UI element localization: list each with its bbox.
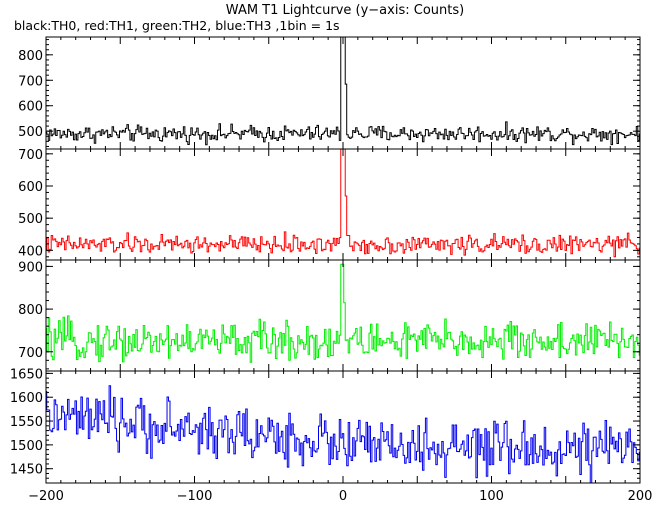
panels-group: 500 600 700 800 400 500 600 700 700 800 900 1450 150…: [10, 36, 641, 484]
panel-th2: 700 800 900: [18, 259, 641, 372]
y-tick-label: 1650: [10, 367, 43, 382]
y-tick-label: 700: [18, 74, 43, 89]
y-tick-label: 500: [18, 212, 43, 227]
chart-title: WAM T1 Lightcurve (y−axis: Counts): [226, 3, 464, 18]
y-tick-label: 700: [18, 346, 43, 361]
series-line-th2: [46, 263, 640, 363]
x-tick-label: 0: [339, 489, 347, 504]
y-tick-label: 1550: [10, 415, 43, 430]
panel-th1: 400 500 600 700: [18, 148, 641, 261]
panel-th0: 500 600 700 800: [18, 36, 641, 150]
panel-th3: 1450 1500 1550 1600 1650: [10, 367, 641, 484]
y-tick-label: 500: [18, 125, 43, 140]
x-tick-label: 200: [628, 489, 653, 504]
series-line-th3: [46, 385, 640, 483]
chart-subtitle: black:TH0, red:TH1, green:TH2, blue:TH3 …: [14, 18, 340, 33]
x-tick-label: −200: [28, 489, 64, 504]
y-tick-label: 700: [18, 148, 43, 163]
x-axis: −200 −100 0 100 200: [28, 489, 652, 504]
x-tick-label: −100: [177, 489, 213, 504]
y-tick-label: 800: [18, 49, 43, 64]
y-tick-label: 1450: [10, 463, 43, 478]
y-tick-label: 600: [18, 180, 43, 195]
y-tick-label: 600: [18, 100, 43, 115]
panel-frame: [45, 259, 641, 372]
panel-frame: [45, 370, 641, 484]
panel-frame: [45, 36, 641, 150]
panel-frame: [45, 148, 641, 261]
y-tick-label: 1600: [10, 391, 43, 406]
y-tick-label: 900: [18, 260, 43, 275]
x-tick-label: 100: [479, 489, 504, 504]
series-line-th0: [46, 37, 640, 146]
series-line-th1: [46, 149, 640, 258]
y-tick-label: 1500: [10, 439, 43, 454]
y-tick-label: 800: [18, 303, 43, 318]
y-tick-label: 400: [18, 244, 43, 259]
